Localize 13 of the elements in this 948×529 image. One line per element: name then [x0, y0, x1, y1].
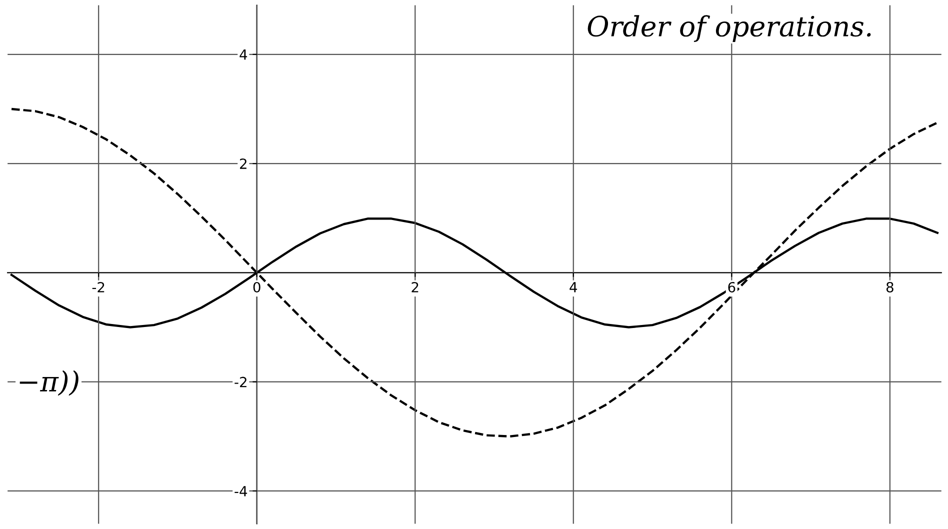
x-tick-label: 0 — [253, 282, 260, 292]
line-series — [10, 108, 939, 438]
y-tick-label: 2 — [240, 158, 246, 169]
annotation: −π)) — [20, 370, 78, 396]
annotation: Order of operations. — [588, 15, 871, 42]
x-tick-label: 4 — [570, 282, 578, 292]
x-tick-label: 8 — [886, 282, 894, 292]
x-tick-label: 6 — [728, 282, 736, 292]
y-tick-label: -2 — [234, 376, 246, 388]
y-tick-label: 4 — [240, 50, 248, 60]
x-tick-label: 2 — [412, 282, 418, 292]
y-tick-label: -4 — [234, 486, 248, 496]
x-tick-label: -2 — [92, 282, 104, 292]
